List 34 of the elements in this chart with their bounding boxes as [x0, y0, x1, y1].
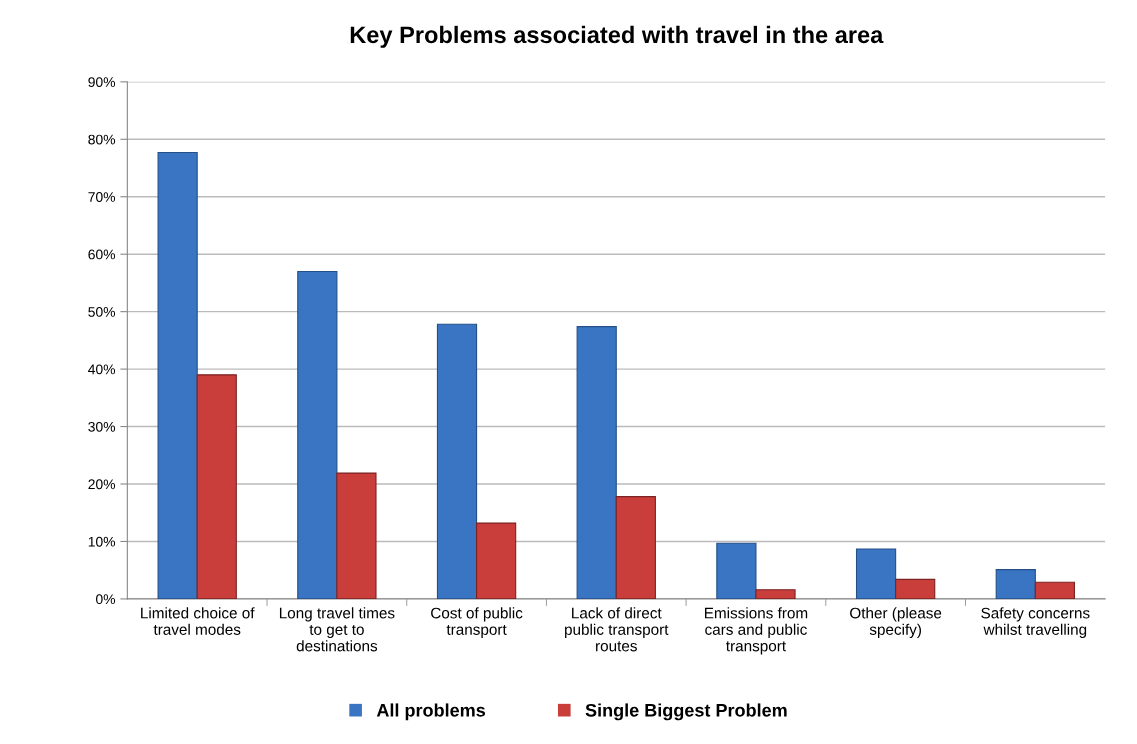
bar	[716, 542, 757, 599]
bar	[297, 270, 338, 599]
y-tick-label: 50%	[88, 306, 116, 317]
y-tick-label: 40%	[88, 364, 116, 375]
bar	[895, 578, 936, 599]
y-tick-label: 90%	[88, 77, 116, 88]
x-tick-label: Cost of public transport	[431, 607, 523, 638]
x-tick-label: Other (please specify)	[850, 607, 942, 638]
bar	[576, 326, 617, 599]
y-tick-label: 30%	[88, 421, 116, 432]
x-tick-label: Safety concerns whilst travelling	[981, 607, 1090, 638]
bar	[336, 472, 377, 599]
y-tick-label: 20%	[88, 479, 116, 490]
y-tick-label: 60%	[88, 249, 116, 260]
bar	[476, 522, 517, 599]
y-tick-label: 80%	[88, 134, 116, 145]
x-tick-label: Emissions from cars and public transport	[704, 607, 808, 655]
bar	[615, 496, 656, 599]
legend-label: Single Biggest Problem	[585, 703, 787, 721]
bar	[995, 569, 1036, 599]
legend-label: All problems	[376, 703, 485, 721]
bar	[855, 548, 897, 599]
x-tick-label: Limited choice of travel modes	[141, 607, 255, 635]
x-tick-label: Long travel times to get to destinations	[279, 607, 395, 652]
y-tick-label: 10%	[88, 536, 116, 547]
bar	[196, 374, 237, 599]
bar	[1034, 581, 1075, 599]
y-tick-label: 70%	[88, 192, 116, 202]
chart-title: Key Problems associated with travel in the area	[350, 25, 884, 48]
bar	[755, 589, 796, 599]
x-tick-label: Lack of direct public transport routes	[565, 607, 669, 652]
bar	[157, 151, 198, 599]
y-tick-label: 0%	[96, 594, 116, 605]
bar	[436, 323, 478, 599]
